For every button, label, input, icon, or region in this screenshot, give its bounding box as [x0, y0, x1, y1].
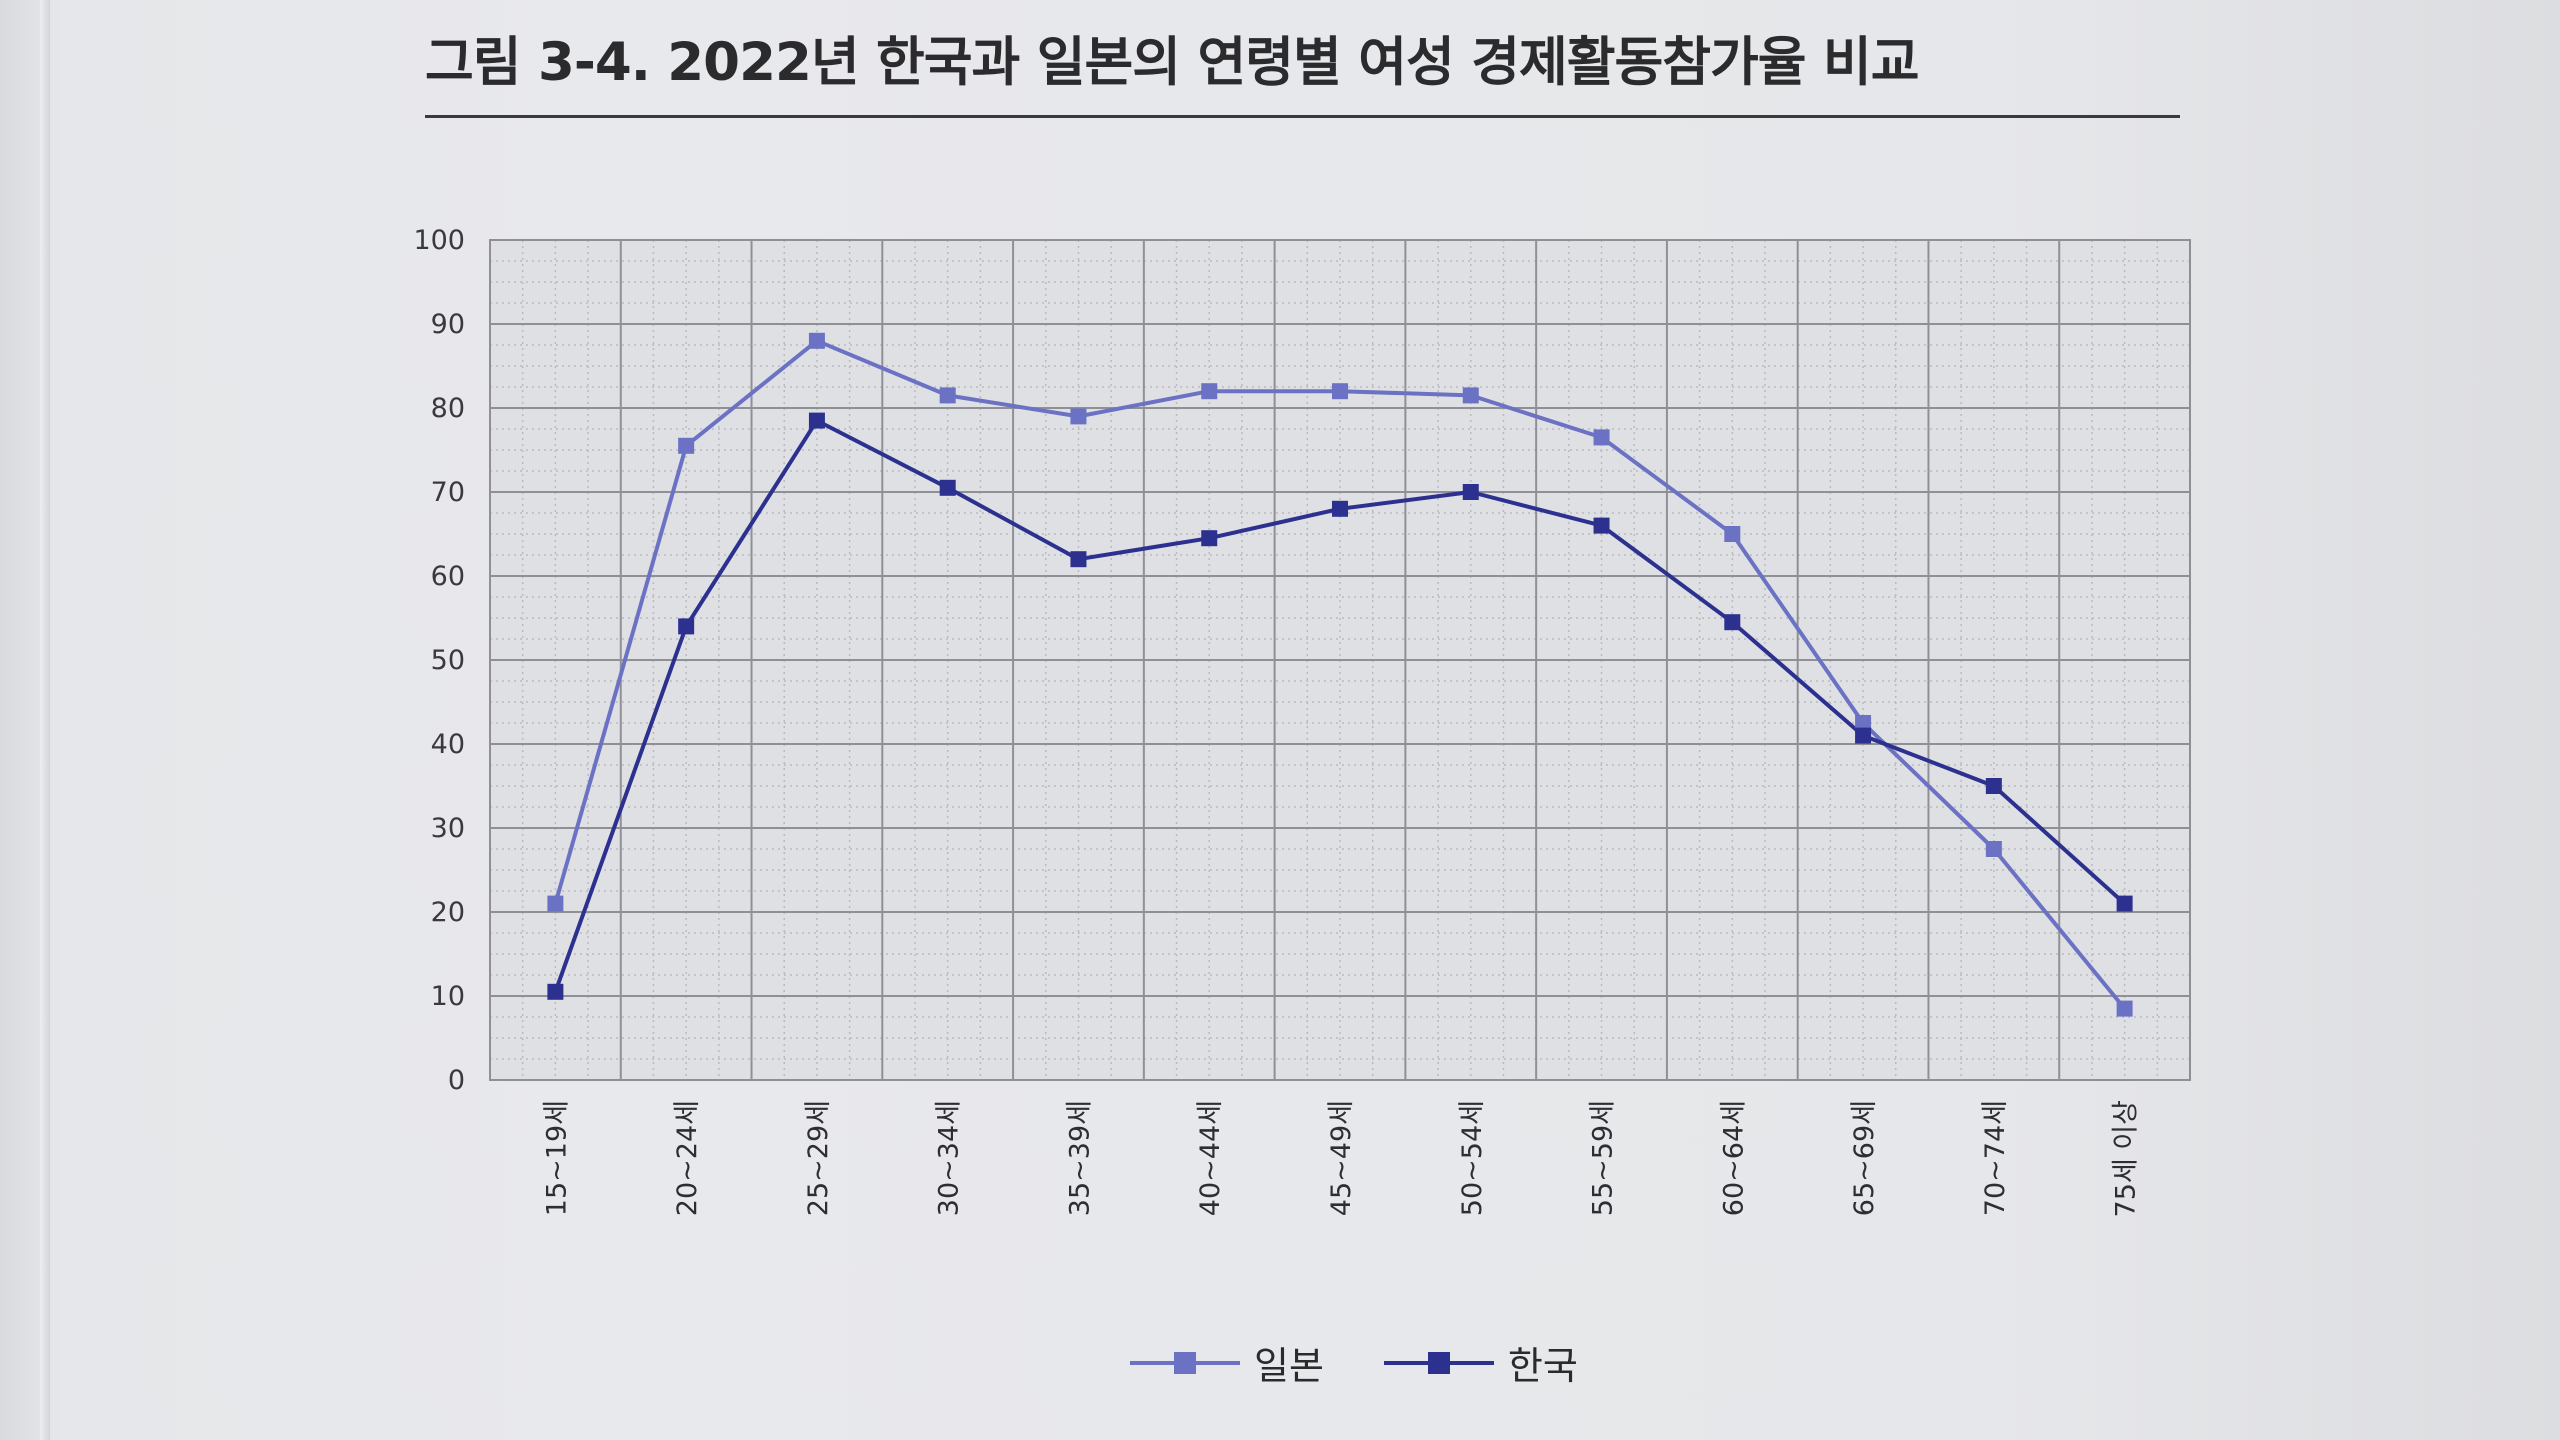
data-point-japan	[1855, 715, 1872, 731]
legend-swatch-japan	[1130, 1351, 1240, 1374]
data-point-korea	[1593, 517, 1610, 534]
y-tick-label: 100	[413, 225, 465, 256]
data-point-japan	[939, 387, 956, 404]
data-point-korea	[1201, 530, 1218, 547]
data-point-japan	[547, 895, 564, 912]
y-tick-label: 50	[431, 645, 465, 676]
legend-swatch-korea	[1383, 1351, 1494, 1374]
data-point-japan	[1724, 526, 1741, 542]
plot-border	[489, 239, 2191, 1081]
x-category-label: 30~34세	[934, 1100, 965, 1216]
y-tick-label: 40	[431, 729, 465, 760]
y-tick-label: 80	[431, 393, 465, 424]
x-category-label: 60~64세	[1718, 1100, 1749, 1216]
legend-marker-japan	[1174, 1351, 1196, 1374]
legend-marker-korea	[1427, 1351, 1450, 1374]
y-tick-label: 20	[431, 897, 465, 928]
legend-label-japan: 일본	[1254, 1344, 1324, 1388]
x-category-label: 40~44세	[1195, 1100, 1226, 1216]
x-category-label: 15~19세	[541, 1100, 572, 1216]
page-binding-edge	[40, 0, 50, 1440]
x-category-label: 25~29세	[803, 1100, 834, 1216]
data-point-korea	[1332, 500, 1348, 517]
data-point-japan	[1462, 387, 1479, 404]
x-axis-categories: 15~19세 20~24세 25~29세 30~34세 35~39세 40~44세 45~4…	[541, 1100, 2141, 1217]
x-category-label: 50~54세	[1457, 1100, 1488, 1216]
data-point-japan	[1593, 429, 1610, 446]
chart-legend: 일본 한국	[1130, 1335, 1638, 1390]
x-category-label: 20~24세	[672, 1100, 703, 1216]
y-tick-label: 10	[431, 981, 465, 1012]
data-point-japan	[678, 437, 695, 454]
y-tick-label: 70	[431, 477, 465, 508]
data-point-korea	[678, 618, 695, 635]
data-point-korea	[1855, 727, 1872, 744]
data-point-japan	[1332, 383, 1348, 400]
data-point-japan	[2116, 1000, 2133, 1017]
y-tick-label: 60	[431, 561, 465, 592]
data-point-korea	[1985, 778, 2002, 794]
legend-item-japan: 일본	[1130, 1335, 1324, 1390]
x-category-label: 65~69세	[1849, 1100, 1880, 1216]
data-point-korea	[808, 412, 825, 429]
data-point-korea	[1070, 551, 1087, 568]
x-category-label: 75세 이상	[2111, 1100, 2142, 1217]
data-point-korea	[1462, 484, 1479, 500]
series-markers	[547, 332, 2133, 1017]
y-axis-ticks: 0 10 20 30 40 50 60 70 80 90 100	[413, 225, 465, 1096]
x-category-label: 45~49세	[1326, 1100, 1357, 1216]
title-underline	[425, 115, 2180, 118]
data-point-japan	[1985, 841, 2002, 857]
legend-item-korea: 한국	[1383, 1335, 1578, 1390]
x-category-label: 70~74세	[1980, 1100, 2011, 1216]
y-tick-label: 30	[431, 813, 465, 844]
x-category-label: 55~59세	[1588, 1100, 1619, 1216]
y-tick-label: 90	[431, 309, 465, 340]
x-category-label: 35~39세	[1064, 1100, 1095, 1216]
data-point-korea	[939, 479, 956, 496]
figure-title: 그림 3-4. 2022년 한국과 일본의 연령별 여성 경제활동참가율 비교	[425, 32, 1919, 93]
data-point-korea	[547, 983, 564, 1000]
data-point-japan	[1070, 408, 1087, 425]
legend-label-korea: 한국	[1507, 1344, 1578, 1388]
y-tick-label: 0	[448, 1065, 465, 1096]
data-point-japan	[1201, 383, 1218, 400]
data-point-japan	[808, 332, 825, 349]
data-point-korea	[2116, 895, 2133, 912]
data-point-korea	[1724, 614, 1741, 631]
